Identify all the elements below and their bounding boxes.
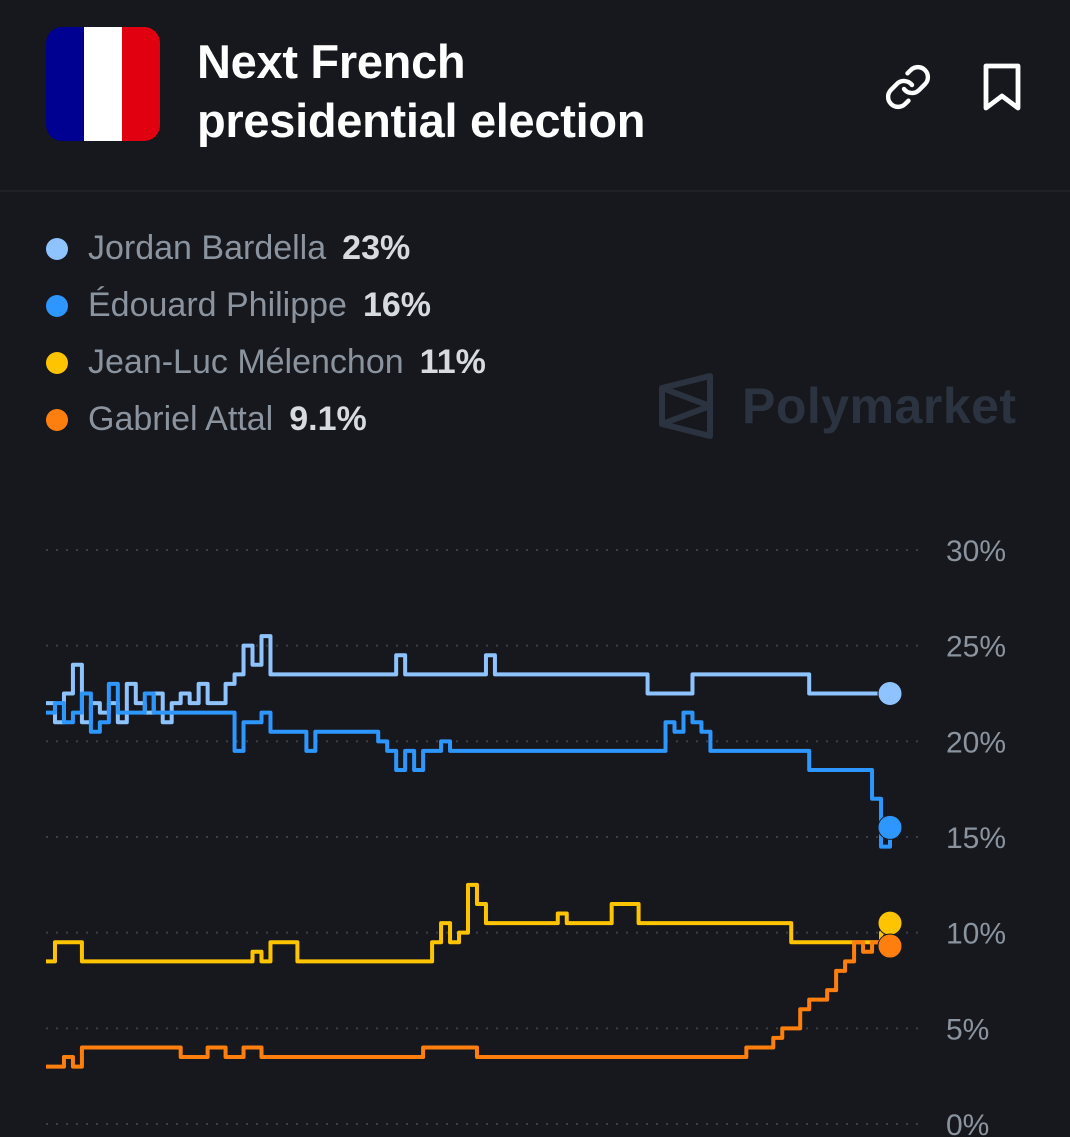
polymarket-watermark: Polymarket [656, 372, 1017, 440]
y-tick-label: 0% [946, 1109, 989, 1137]
link-icon[interactable] [881, 60, 935, 114]
series-line-1 [46, 681, 892, 849]
legend-name: Jordan Bardella [88, 229, 327, 267]
series-end-dot-3[interactable] [877, 933, 903, 959]
polymarket-logo-icon [659, 373, 713, 439]
series-line-0 [46, 634, 890, 725]
y-tick-label: 30% [946, 535, 1006, 568]
legend-item-philippe[interactable]: Édouard Philippe 16% [46, 277, 486, 334]
flag-stripe-red [122, 27, 160, 141]
flag-stripe-white [84, 27, 122, 141]
watermark-text: Polymarket [742, 378, 1017, 434]
bookmark-icon[interactable] [975, 60, 1029, 114]
legend-name: Jean-Luc Mélenchon [88, 343, 404, 381]
legend-value: 16% [362, 286, 432, 324]
legend-value: 11% [419, 343, 486, 381]
y-tick-label: 25% [946, 631, 1006, 664]
legend-item-bardella[interactable]: Jordan Bardella 23% [46, 220, 486, 277]
page-title: Next French presidential election [197, 32, 837, 150]
title-line-2: presidential election [197, 94, 646, 147]
y-tick-label: 15% [946, 822, 1006, 855]
y-tick-label: 5% [946, 1013, 989, 1046]
series-end-dot-2[interactable] [877, 910, 903, 936]
france-flag-icon [46, 27, 160, 141]
legend-dot [46, 237, 68, 260]
legend-value: 23% [342, 229, 411, 267]
legend-dot [46, 294, 68, 317]
legend-name: Gabriel Attal [88, 400, 274, 438]
series-line-2 [46, 882, 892, 964]
legend-name: Édouard Philippe [88, 286, 347, 324]
series-line-3 [46, 940, 892, 1069]
flag-stripe-blue [46, 27, 84, 141]
y-tick-label: 20% [946, 726, 1006, 759]
legend-dot [46, 408, 68, 431]
series-end-dot-1[interactable] [877, 814, 903, 840]
chart-legend: Jordan Bardella 23% Édouard Philippe 16%… [46, 220, 486, 448]
legend-item-melenchon[interactable]: Jean-Luc Mélenchon 11% [46, 334, 486, 391]
legend-dot [46, 351, 68, 374]
legend-value: 9.1% [289, 400, 367, 438]
title-line-1: Next French [197, 35, 466, 88]
header: Next French presidential election [0, 0, 1070, 192]
legend-item-attal[interactable]: Gabriel Attal 9.1% [46, 391, 486, 448]
y-tick-label: 10% [946, 918, 1006, 951]
series-end-dot-0[interactable] [877, 681, 903, 706]
